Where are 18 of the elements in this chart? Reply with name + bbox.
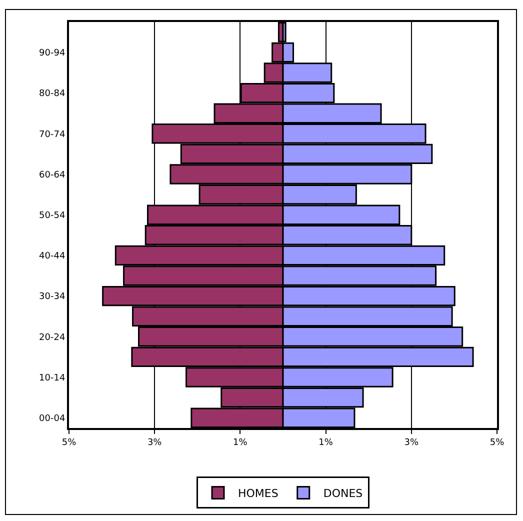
y-tick-label: 40-44 [39,252,66,262]
y-tick-label: 60-64 [39,170,66,180]
y-tick-label: 80-84 [39,89,66,100]
x-tick-label: 3% [147,438,162,448]
x-tick-label: 5% [62,438,77,448]
legend-label: HOMES [238,487,278,500]
y-tick-label: 10-14 [39,373,66,384]
y-tick-label: 20-24 [39,332,66,343]
y-tick-label: 50-54 [39,211,66,221]
x-tick-label: 1% [318,438,334,448]
y-tick-label: 70-74 [39,130,66,140]
x-tick-label: 1% [233,438,248,448]
legend-label: DONES [323,487,363,500]
x-tick-label: 3% [404,438,419,448]
y-tick-label: 00-04 [39,414,66,424]
y-tick-label: 30-34 [39,292,66,302]
y-tick-label: 90-94 [39,48,66,59]
x-tick-label: 5% [490,438,505,448]
